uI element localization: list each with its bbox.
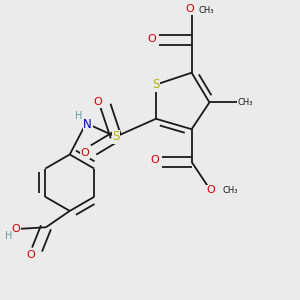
Text: CH₃: CH₃ — [199, 6, 214, 15]
Text: O: O — [12, 224, 21, 234]
Text: S: S — [152, 78, 160, 91]
Text: H: H — [5, 231, 13, 241]
Text: O: O — [147, 34, 156, 44]
Text: O: O — [150, 155, 159, 165]
Text: CH₃: CH₃ — [223, 186, 238, 195]
Text: CH₃: CH₃ — [237, 98, 253, 107]
Text: O: O — [186, 4, 194, 14]
Text: S: S — [112, 130, 119, 143]
Text: O: O — [207, 185, 215, 195]
Text: N: N — [83, 118, 92, 131]
Text: O: O — [27, 250, 35, 260]
Text: O: O — [80, 148, 89, 158]
Text: O: O — [94, 98, 102, 107]
Text: H: H — [75, 111, 82, 121]
